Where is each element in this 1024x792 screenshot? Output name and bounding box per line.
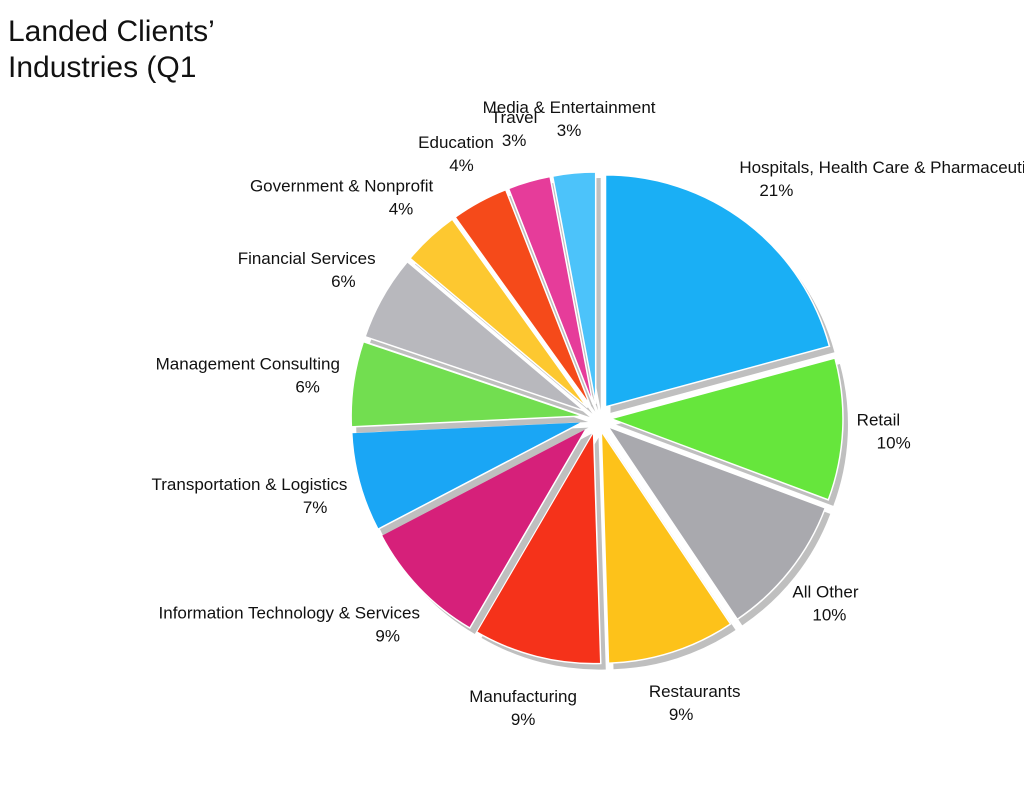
pie-slice bbox=[350, 420, 584, 531]
slice-label: All Other bbox=[792, 582, 858, 601]
pie-slice bbox=[604, 174, 831, 408]
chart-title: Landed Clients’ Industries (Q1 bbox=[8, 15, 214, 84]
pie-slice bbox=[608, 357, 844, 501]
pie-slice bbox=[454, 188, 592, 407]
slice-value-label: 4% bbox=[449, 156, 474, 175]
slice-label: Travel bbox=[491, 108, 538, 127]
slice-label: Government & Nonprofit bbox=[250, 176, 434, 195]
slice-value-label: 10% bbox=[812, 605, 846, 624]
slice-label: Manufacturing bbox=[469, 687, 577, 706]
pie-slice bbox=[551, 171, 597, 405]
slice-value-label: 3% bbox=[502, 131, 527, 150]
pie-slice bbox=[600, 428, 732, 664]
slice-value-label: 4% bbox=[389, 199, 414, 218]
slice-value-label: 9% bbox=[511, 710, 536, 729]
slice-value-label: 21% bbox=[759, 181, 793, 200]
pie-slice bbox=[350, 340, 584, 428]
pie-slice bbox=[380, 425, 589, 630]
pie-slice bbox=[606, 425, 827, 621]
slice-label: Financial Services bbox=[238, 249, 376, 268]
slice-value-label: 7% bbox=[303, 498, 328, 517]
slice-value-label: 6% bbox=[295, 378, 320, 397]
pie-slice bbox=[507, 175, 594, 405]
pie-slice bbox=[364, 260, 586, 412]
slice-label: Media & Entertainment bbox=[483, 98, 656, 117]
slice-label: Restaurants bbox=[649, 682, 741, 701]
slice-value-label: 10% bbox=[877, 433, 911, 452]
slice-label: Information Technology & Services bbox=[159, 604, 420, 623]
slice-value-label: 6% bbox=[331, 272, 356, 291]
slice-label: Retail bbox=[857, 410, 900, 429]
slice-value-label: 9% bbox=[669, 705, 694, 724]
slice-label: Hospitals, Health Care & Pharmaceuticals bbox=[739, 158, 1024, 177]
slice-label: Management Consulting bbox=[156, 355, 340, 374]
slice-value-label: 3% bbox=[557, 121, 582, 140]
slice-label: Education bbox=[418, 133, 494, 152]
slice-value-label: 9% bbox=[375, 627, 400, 646]
slice-label: Transportation & Logistics bbox=[152, 475, 348, 494]
pie-slice bbox=[475, 428, 602, 665]
pie-slice bbox=[408, 218, 589, 409]
